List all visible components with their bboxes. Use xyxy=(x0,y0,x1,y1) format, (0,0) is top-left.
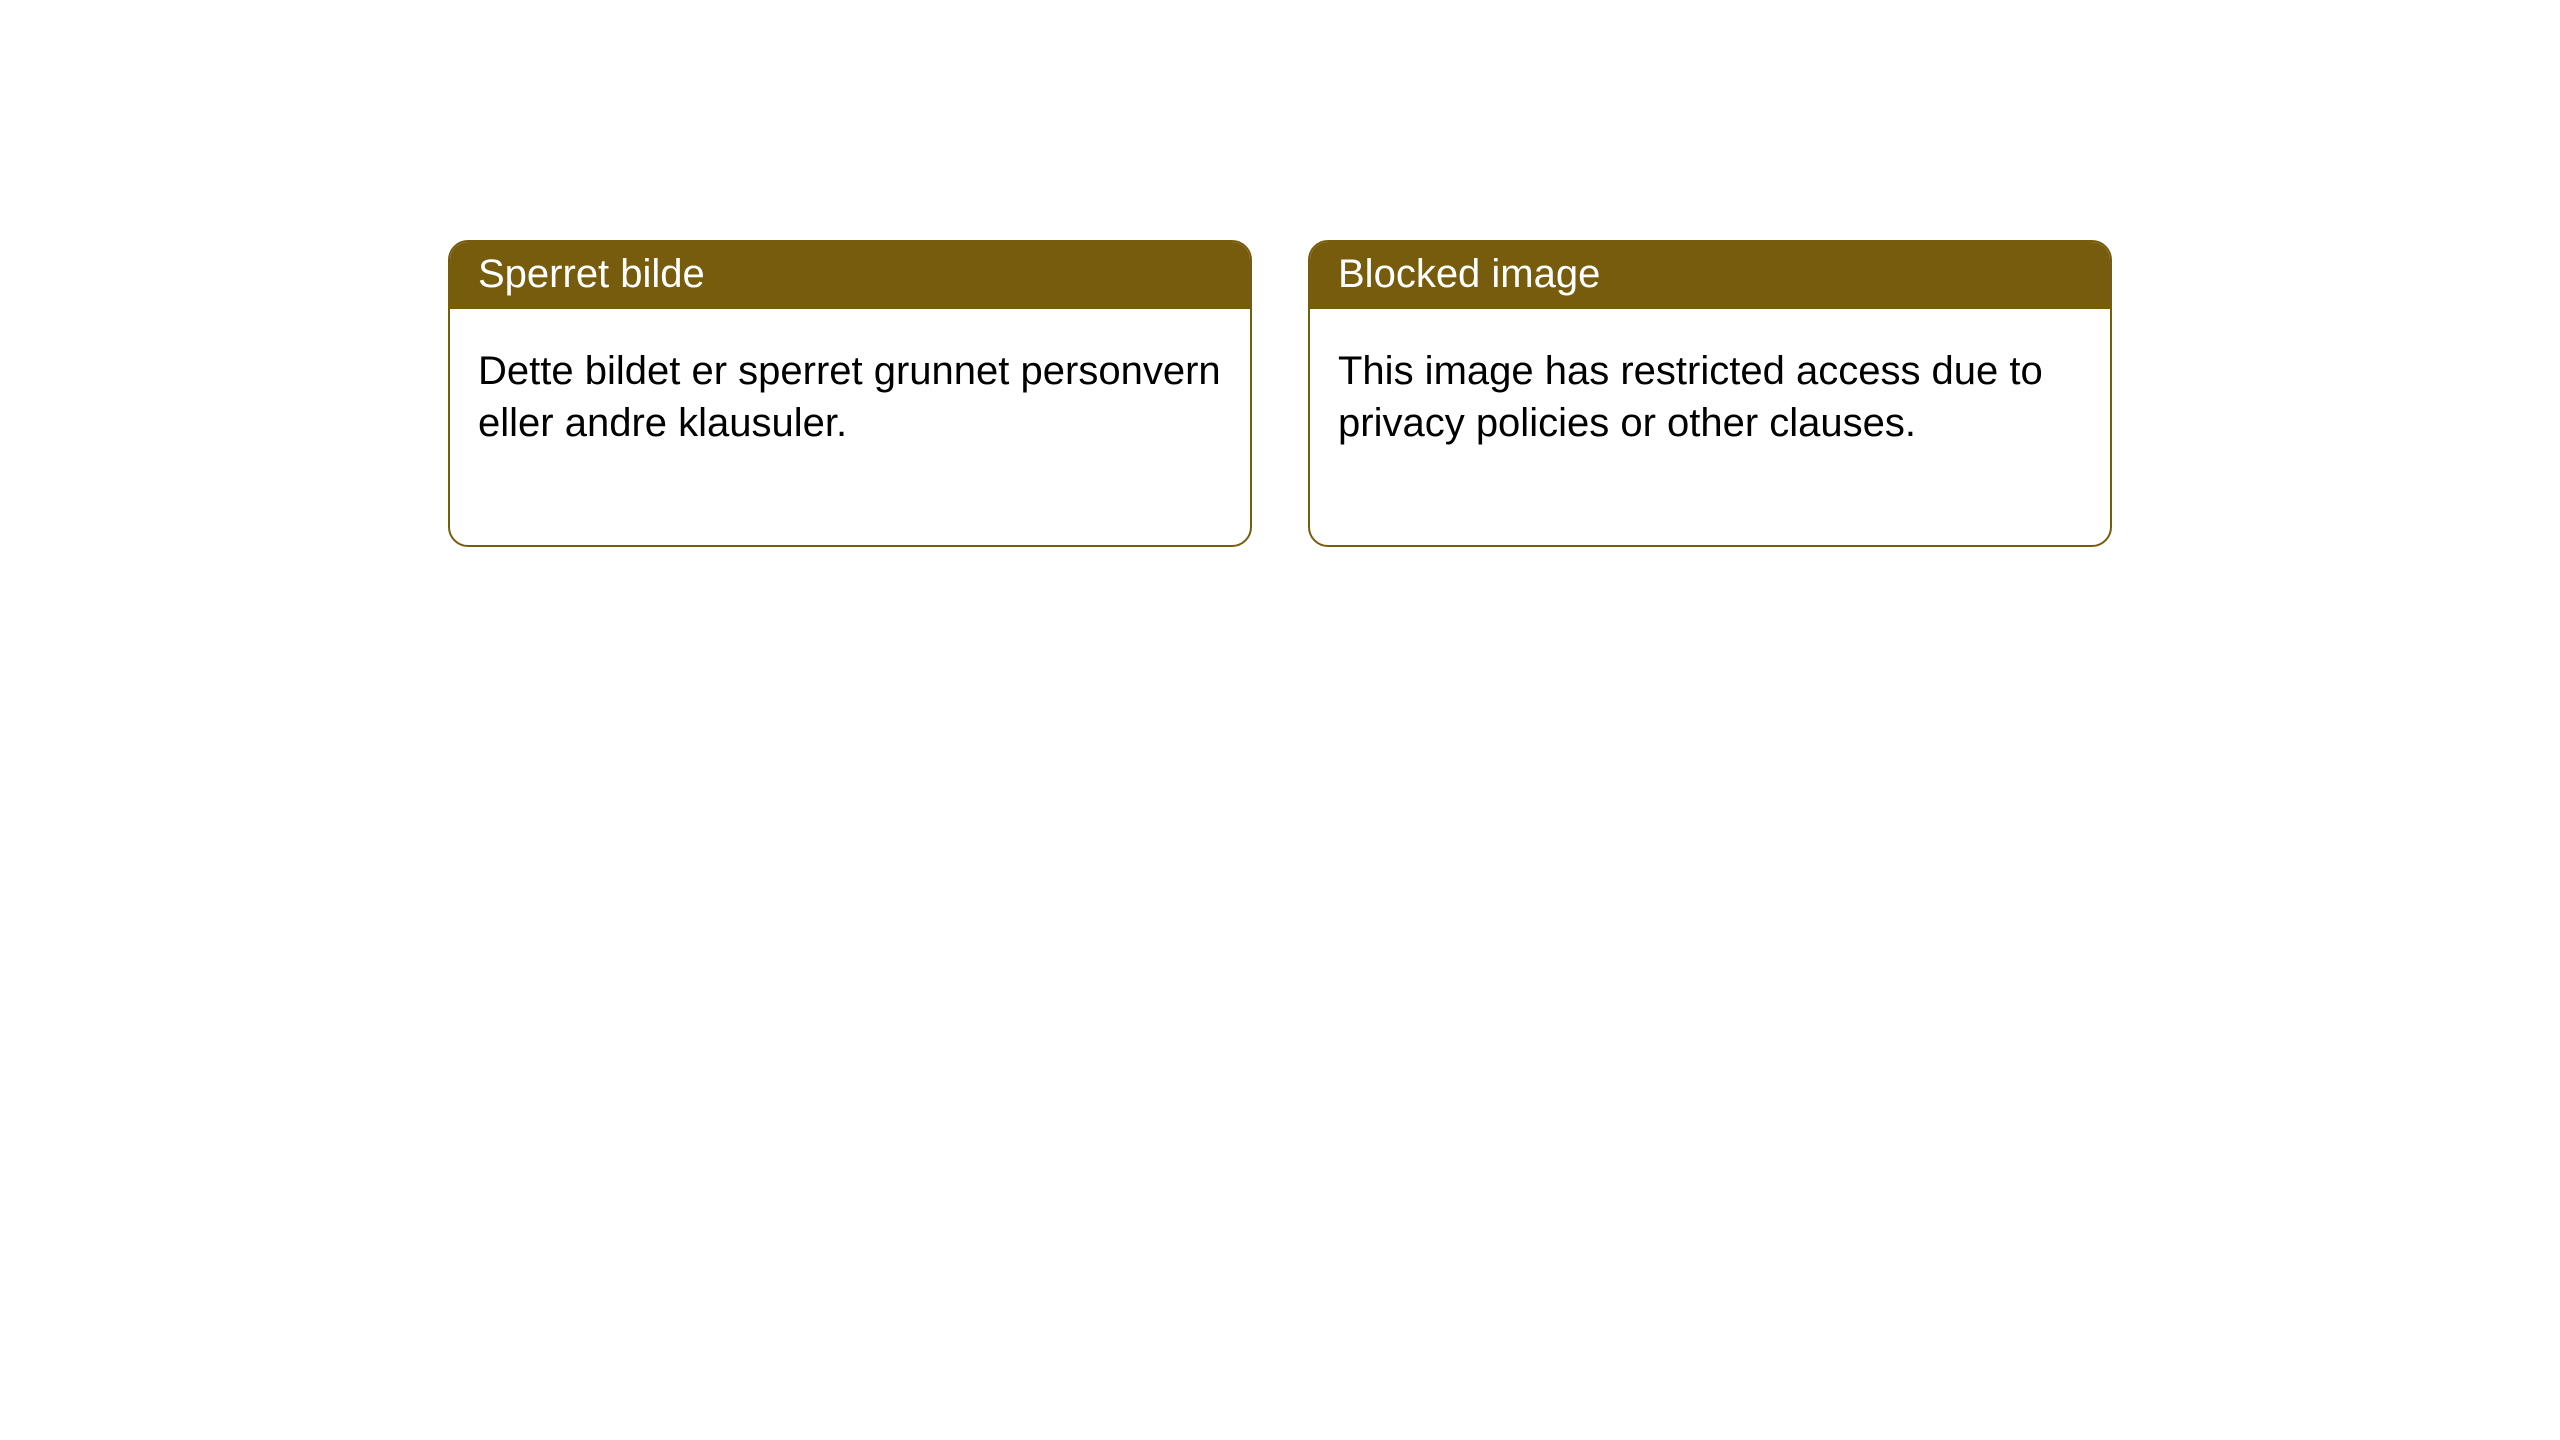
card-header: Blocked image xyxy=(1310,242,2110,309)
card-body: This image has restricted access due to … xyxy=(1310,309,2110,545)
notice-card-english: Blocked image This image has restricted … xyxy=(1308,240,2112,547)
card-header: Sperret bilde xyxy=(450,242,1250,309)
card-message: Dette bildet er sperret grunnet personve… xyxy=(478,349,1221,445)
card-title: Blocked image xyxy=(1338,252,1600,296)
card-message: This image has restricted access due to … xyxy=(1338,349,2043,445)
notice-card-norwegian: Sperret bilde Dette bildet er sperret gr… xyxy=(448,240,1252,547)
card-title: Sperret bilde xyxy=(478,252,705,296)
card-body: Dette bildet er sperret grunnet personve… xyxy=(450,309,1250,545)
notice-container: Sperret bilde Dette bildet er sperret gr… xyxy=(0,0,2560,547)
